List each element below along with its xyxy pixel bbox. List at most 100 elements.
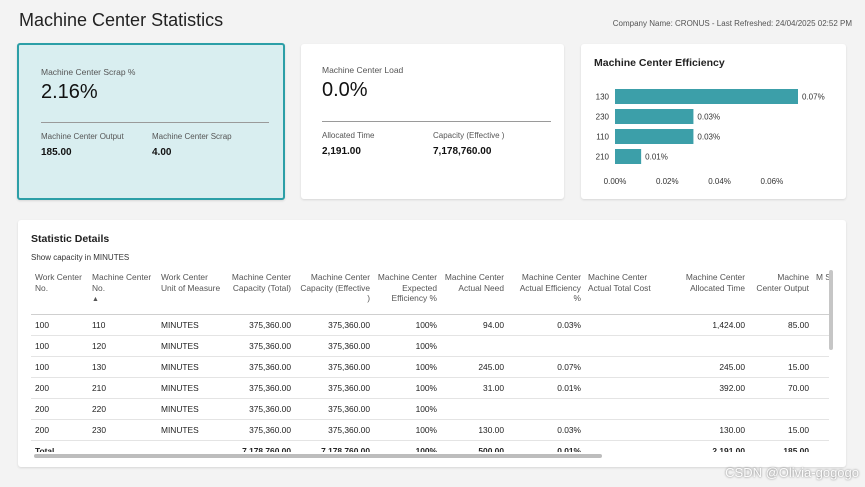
bar[interactable]: [615, 129, 694, 144]
column-header-scrap[interactable]: M Sc: [812, 268, 829, 315]
output-label: Machine Center Output: [41, 132, 124, 141]
bar[interactable]: [615, 149, 642, 164]
y-tick-label: 110: [596, 133, 609, 142]
scrap-label: Machine Center Scrap: [152, 132, 232, 141]
x-tick-label: 0.06%: [761, 177, 784, 186]
allocated-time-value: 2,191.00: [322, 146, 361, 157]
statistic-table: Work Center No. Machine Center No. ▲ Work C…: [31, 268, 829, 452]
cell-unit-of-measure: MINUTES: [157, 377, 225, 399]
cell-output: 85.00: [748, 314, 812, 336]
column-header-unit-of-measure[interactable]: Work Center Unit of Measure: [157, 268, 225, 315]
column-header-capacity-total[interactable]: Machine Center Capacity (Total): [225, 268, 294, 315]
cell-output: 70.00: [748, 377, 812, 399]
scrap-divider: [41, 122, 269, 123]
cell-capacity-effective: 375,360.00: [294, 377, 373, 399]
cell-machine-center-no: 230: [88, 419, 157, 441]
data-label: 0.01%: [645, 153, 668, 162]
cell-capacity-effective: 375,360.00: [294, 356, 373, 378]
cell-actual-total-cost: [584, 398, 667, 420]
table-row[interactable]: 100 120 MINUTES 375,360.00 375,360.00 100%: [31, 335, 829, 357]
cell-allocated-time: 1,424.00: [667, 314, 748, 336]
efficiency-chart-card[interactable]: Machine Center Efficiency 130 0.07% 230 0.0…: [581, 44, 846, 199]
cell-expected-efficiency: 100%: [373, 356, 440, 378]
table-row[interactable]: 200 220 MINUTES 375,360.00 375,360.00 100%: [31, 398, 829, 420]
column-header-work-center-no[interactable]: Work Center No.: [31, 268, 88, 315]
column-header-label: Machine Center Capacity (Effective ): [300, 272, 370, 303]
allocated-time-label: Allocated Time: [322, 131, 375, 140]
cell-work-center-no: 200: [31, 377, 88, 399]
cell-actual-efficiency: [507, 398, 584, 420]
cell-allocated-time: 392.00: [667, 377, 748, 399]
cell-work-center-no: 100: [31, 314, 88, 336]
cell-actual-need: 31.00: [440, 377, 507, 399]
total-cell-capacity-total: 7,178,760.00: [225, 440, 294, 452]
cell-unit-of-measure: MINUTES: [157, 335, 225, 357]
cell-scrap: [812, 419, 829, 441]
y-tick-label: 210: [596, 153, 610, 162]
cell-actual-efficiency: 0.03%: [507, 314, 584, 336]
cell-scrap: [812, 377, 829, 399]
column-header-label: Machine Center Actual Efficiency %: [519, 272, 581, 303]
cell-machine-center-no: 120: [88, 335, 157, 357]
cell-machine-center-no: 130: [88, 356, 157, 378]
cell-output: [748, 398, 812, 420]
cell-actual-total-cost: [584, 314, 667, 336]
capacity-effective-label: Capacity (Effective ): [433, 131, 505, 140]
cell-actual-efficiency: 0.01%: [507, 377, 584, 399]
scrap-card[interactable]: Machine Center Scrap % 2.16% Machine Cen…: [17, 43, 285, 200]
total-cell-actual-need: 500.00: [440, 440, 507, 452]
column-header-label: Machine Center Capacity (Total): [231, 272, 291, 293]
x-tick-label: 0.00%: [604, 177, 627, 186]
y-tick-label: 130: [596, 93, 610, 102]
cell-work-center-no: 100: [31, 356, 88, 378]
cell-unit-of-measure: MINUTES: [157, 314, 225, 336]
capacity-effective-value: 7,178,760.00: [433, 146, 492, 157]
cell-actual-need: [440, 398, 507, 420]
horizontal-scrollbar[interactable]: [34, 454, 602, 458]
details-title: Statistic Details: [31, 233, 110, 245]
cell-capacity-total: 375,360.00: [225, 377, 294, 399]
table-row[interactable]: 200 230 MINUTES 375,360.00 375,360.00 100% 130…: [31, 419, 829, 441]
table-viewport: Work Center No. Machine Center No. ▲ Work C…: [31, 268, 829, 452]
x-tick-label: 0.04%: [708, 177, 731, 186]
total-cell-scrap: [812, 440, 829, 452]
scrap-percent-label: Machine Center Scrap %: [41, 67, 136, 77]
bar[interactable]: [615, 109, 694, 124]
efficiency-chart: 130 0.07% 230 0.03% 110 0.03% 210 0.01% 0.00% 0.0…: [596, 89, 825, 186]
column-header-actual-total-cost[interactable]: Machine Center Actual Total Cost: [584, 268, 667, 315]
column-header-allocated-time[interactable]: Machine Center Allocated Time: [667, 268, 748, 315]
x-tick-label: 0.02%: [656, 177, 679, 186]
cell-work-center-no: 200: [31, 419, 88, 441]
sort-ascending-icon[interactable]: ▲: [92, 296, 99, 303]
scrap-value: 4.00: [152, 147, 172, 158]
load-card[interactable]: Machine Center Load 0.0% Allocated Time …: [301, 44, 564, 199]
cell-expected-efficiency: 100%: [373, 377, 440, 399]
scrap-percent-value: 2.16%: [41, 81, 98, 103]
column-header-machine-center-no[interactable]: Machine Center No. ▲: [88, 268, 157, 315]
show-capacity-label: Show capacity in MINUTES: [31, 253, 130, 262]
table-row[interactable]: 100 110 MINUTES 375,360.00 375,360.00 100% 94.…: [31, 314, 829, 336]
cell-machine-center-no: 110: [88, 314, 157, 336]
cell-unit-of-measure: MINUTES: [157, 398, 225, 420]
cell-output: [748, 335, 812, 357]
cell-capacity-total: 375,360.00: [225, 398, 294, 420]
data-label: 0.03%: [697, 133, 720, 142]
column-header-actual-need[interactable]: Machine Center Actual Need: [440, 268, 507, 315]
total-cell-capacity-effective: 7,178,760.00: [294, 440, 373, 452]
cell-actual-efficiency: 0.07%: [507, 356, 584, 378]
column-header-actual-efficiency[interactable]: Machine Center Actual Efficiency %: [507, 268, 584, 315]
table-row[interactable]: 100 130 MINUTES 375,360.00 375,360.00 100% 245…: [31, 356, 829, 378]
cell-actual-need: 94.00: [440, 314, 507, 336]
bar[interactable]: [615, 89, 798, 104]
vertical-scrollbar[interactable]: [829, 270, 833, 350]
table-row[interactable]: 200 210 MINUTES 375,360.00 375,360.00 100% 31.…: [31, 377, 829, 399]
cell-actual-efficiency: [507, 335, 584, 357]
cell-actual-total-cost: [584, 356, 667, 378]
column-header-expected-efficiency[interactable]: Machine Center Expected Efficiency %: [373, 268, 440, 315]
column-header-capacity-effective[interactable]: Machine Center Capacity (Effective ): [294, 268, 373, 315]
data-label: 0.07%: [802, 93, 825, 102]
column-header-output[interactable]: Machine Center Output: [748, 268, 812, 315]
total-row: Total 7,178,760.00 7,178,760.00 100% 500.00 0…: [31, 440, 829, 452]
cell-capacity-total: 375,360.00: [225, 314, 294, 336]
cell-allocated-time: 245.00: [667, 356, 748, 378]
